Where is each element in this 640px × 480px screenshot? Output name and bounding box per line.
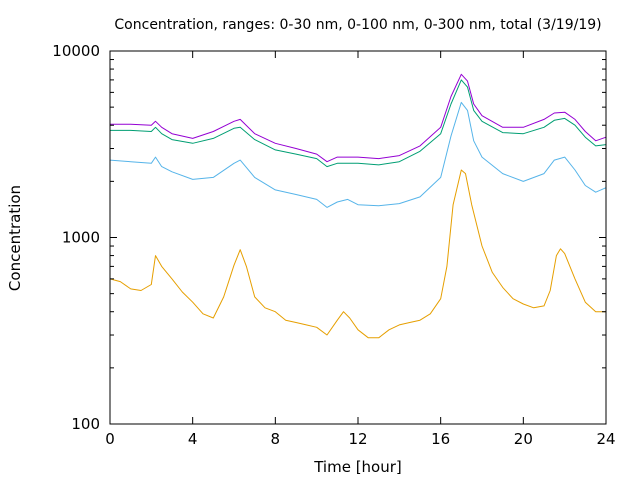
series-line-4: [110, 73, 607, 163]
x-tick-label: 20: [514, 430, 533, 448]
x-tick-label: 8: [271, 430, 281, 448]
y-axis-label: Concentration: [6, 185, 24, 291]
y-tick-label: 100: [71, 415, 100, 433]
chart-title: Concentration, ranges: 0-30 nm, 0-100 nm…: [114, 17, 601, 33]
x-tick-label: 4: [188, 430, 198, 448]
y-tick-label: 1000: [62, 229, 100, 247]
y-tick-label: 10000: [52, 42, 100, 60]
series-line-3: [110, 79, 607, 168]
x-axis-label: Time [hour]: [313, 458, 402, 476]
axes-layer: 0 4 8 12 16 20 24 100 1000 10000: [52, 42, 615, 448]
x-tick-label: 0: [105, 430, 115, 448]
plot-frame: [109, 50, 607, 425]
x-tick-label: 16: [431, 430, 450, 448]
x-tick-label: 12: [348, 430, 367, 448]
series-layer: [109, 73, 607, 339]
series-line-2: [109, 101, 607, 208]
series-line-1: [109, 169, 606, 339]
x-tick-label: 24: [596, 430, 615, 448]
